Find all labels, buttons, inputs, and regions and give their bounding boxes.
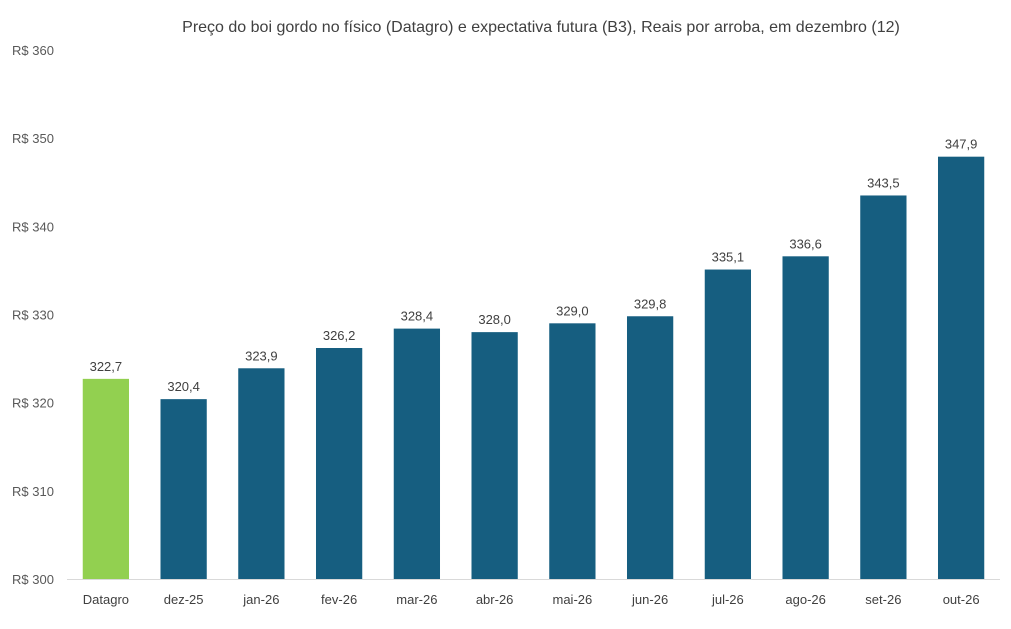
bar-out-26	[937, 156, 985, 579]
x-tick-label-out-26: out-26	[943, 592, 980, 607]
x-tick-label-ago-26: ago-26	[785, 592, 825, 607]
value-label-abr-26: 328,0	[478, 312, 511, 327]
bar-mar-26	[393, 328, 441, 579]
x-tick-label-jan-26: jan-26	[242, 592, 279, 607]
bars-group	[82, 156, 985, 579]
value-label-set-26: 343,5	[867, 175, 900, 190]
bar-jun-26	[626, 316, 674, 579]
y-tick-label: R$ 350	[12, 131, 54, 146]
value-label-fev-26: 326,2	[323, 328, 356, 343]
bar-fev-26	[315, 348, 363, 579]
bar-dez-25	[160, 399, 207, 579]
x-tick-label-mai-26: mai-26	[553, 592, 593, 607]
y-tick-label: R$ 330	[12, 308, 54, 323]
x-tick-label-jun-26: jun-26	[631, 592, 668, 607]
bar-ago-26	[782, 256, 829, 579]
bar-jan-26	[238, 368, 285, 579]
value-label-ago-26: 336,6	[789, 236, 822, 251]
x-axis: Datagro dez-25 jan-26 fev-26 mar-26 abr-26 mai…	[67, 579, 1000, 607]
x-tick-label-datagro: Datagro	[83, 592, 129, 607]
y-tick-label: R$ 340	[12, 219, 54, 234]
value-label-out-26: 347,9	[945, 137, 978, 152]
bar-abr-26	[471, 332, 518, 579]
y-tick-label: R$ 300	[12, 572, 54, 587]
value-label-mai-26: 329,0	[556, 303, 589, 318]
y-tick-label: R$ 320	[12, 396, 54, 411]
value-label-mar-26: 328,4	[401, 309, 434, 324]
y-tick-label: R$ 310	[12, 484, 54, 499]
value-label-dez-25: 320,4	[167, 379, 200, 394]
value-label-datagro: 322,7	[90, 359, 123, 374]
y-tick-label: R$ 360	[12, 43, 54, 58]
bar-set-26	[860, 195, 907, 579]
x-tick-label-set-26: set-26	[865, 592, 901, 607]
bar-datagro	[82, 378, 130, 579]
value-label-jan-26: 323,9	[245, 348, 278, 363]
chart-title: Preço do boi gordo no físico (Datagro) e…	[182, 19, 900, 36]
bar-jul-26	[704, 269, 752, 579]
value-label-jul-26: 335,1	[712, 250, 745, 265]
x-tick-label-jul-26: jul-26	[711, 592, 744, 607]
value-labels-group: 322,7 320,4 323,9 326,2 328,4 328,0 329,0 329,8…	[90, 137, 978, 394]
bar-mai-26	[549, 323, 596, 579]
x-tick-label-abr-26: abr-26	[476, 592, 514, 607]
x-tick-label-dez-25: dez-25	[164, 592, 204, 607]
x-tick-label-mar-26: mar-26	[396, 592, 437, 607]
value-label-jun-26: 329,8	[634, 296, 667, 311]
x-tick-label-fev-26: fev-26	[321, 592, 357, 607]
y-axis: R$ 300 R$ 310 R$ 320 R$ 330 R$ 340 R$ 350 R$ 3…	[12, 43, 54, 587]
